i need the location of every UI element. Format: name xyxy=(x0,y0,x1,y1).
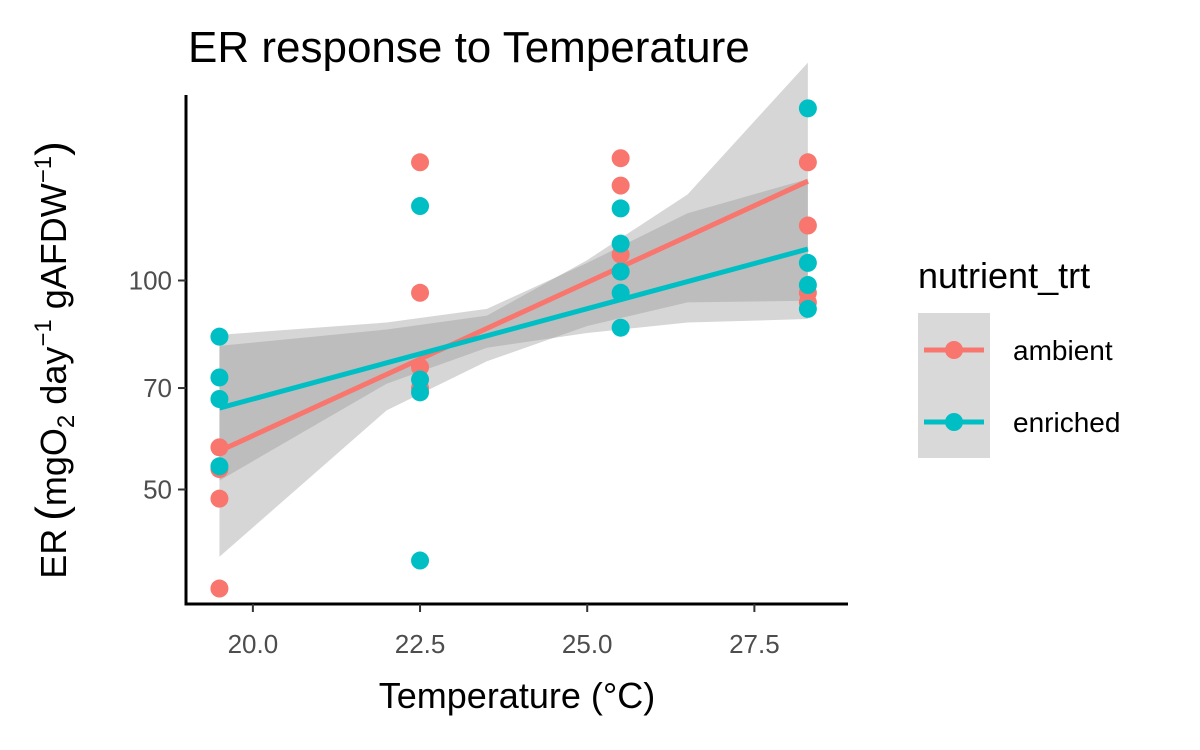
chart-title: ER response to Temperature xyxy=(188,23,750,72)
x-tick-label: 22.5 xyxy=(395,629,446,659)
data-point-ambient xyxy=(210,438,228,456)
y-axis-title: ER(mgO2 day−1 gAFDW−1) xyxy=(27,141,80,579)
data-point-ambient xyxy=(799,217,817,235)
data-point-enriched xyxy=(612,319,630,337)
data-point-enriched xyxy=(210,328,228,346)
y-tick-label: 70 xyxy=(143,373,172,403)
data-point-ambient xyxy=(210,580,228,598)
legend-title: nutrient_trt xyxy=(918,255,1090,296)
data-point-enriched xyxy=(612,284,630,302)
data-point-enriched xyxy=(411,552,429,570)
y-tick-label: 100 xyxy=(129,265,172,295)
legend-label-enriched: enriched xyxy=(1013,407,1120,438)
legend-key-point-enriched xyxy=(945,413,963,431)
x-tick-label: 27.5 xyxy=(729,629,780,659)
data-point-enriched xyxy=(799,300,817,318)
data-point-enriched xyxy=(411,383,429,401)
data-point-ambient xyxy=(411,284,429,302)
data-point-enriched xyxy=(612,263,630,281)
data-point-ambient xyxy=(612,177,630,195)
data-point-ambient xyxy=(612,149,630,167)
data-point-enriched xyxy=(799,99,817,117)
data-point-enriched xyxy=(210,457,228,475)
data-point-enriched xyxy=(612,235,630,253)
x-tick-label: 25.0 xyxy=(562,629,613,659)
legend-key-background xyxy=(918,313,990,458)
ci-ribbons xyxy=(219,63,807,557)
data-point-ambient xyxy=(799,153,817,171)
data-point-enriched xyxy=(210,390,228,408)
y-axis-ticks: 50 70 100 xyxy=(129,265,186,504)
y-tick-label: 50 xyxy=(143,474,172,504)
data-point-enriched xyxy=(799,254,817,272)
data-point-enriched xyxy=(612,199,630,217)
legend-key-point-ambient xyxy=(945,341,963,359)
x-axis-ticks: 20.0 22.5 25.0 27.5 xyxy=(228,604,780,659)
legend-label-ambient: ambient xyxy=(1013,335,1113,366)
data-point-enriched xyxy=(210,368,228,386)
legend: nutrient_trt ambient enriched xyxy=(918,255,1120,458)
x-axis-title: Temperature (°C) xyxy=(379,675,655,716)
data-point-enriched xyxy=(411,197,429,215)
data-point-ambient xyxy=(411,153,429,171)
data-point-enriched xyxy=(799,276,817,294)
data-point-ambient xyxy=(210,490,228,508)
x-tick-label: 20.0 xyxy=(228,629,279,659)
